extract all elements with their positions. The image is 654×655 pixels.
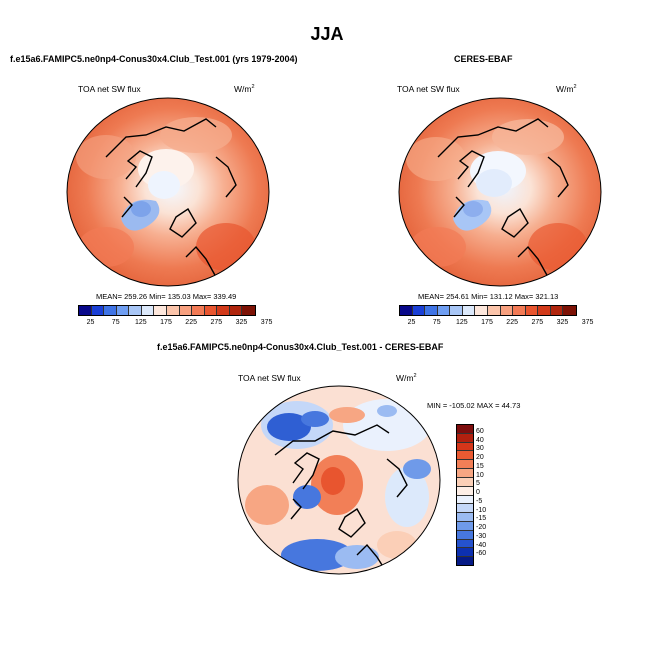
colorbar-tick-label: 275	[210, 319, 223, 326]
colorbar-cell	[457, 495, 473, 505]
polar-map-diff	[237, 385, 441, 575]
colorbar-cell	[104, 306, 117, 315]
colorbar-tick-label: 25	[86, 319, 95, 326]
colorbar-tick-label: 325	[235, 319, 248, 326]
colorbar-tick-label: 375	[260, 319, 273, 326]
colorbar-cell	[141, 306, 155, 315]
colorbar-cell	[79, 306, 92, 315]
colorbar-tick-label: 30	[476, 445, 484, 453]
colorbar-cell	[457, 513, 473, 522]
colorbar-tick-label: -20	[476, 524, 487, 531]
colorbar-cell	[457, 425, 473, 434]
colorbar-cell	[166, 306, 180, 315]
colorbar-obs	[399, 305, 577, 316]
colorbar-tick-label: -30	[476, 532, 487, 540]
colorbar-cell	[91, 306, 105, 315]
colorbar-cell	[500, 306, 514, 315]
colorbar-obs-ticks: 25 75 125 175 225 275 325 375	[399, 319, 594, 329]
colorbar-cell	[462, 306, 476, 315]
units-label-obs: W/m2	[556, 84, 577, 94]
colorbar-cell	[563, 306, 576, 315]
colorbar-tick-label: 0	[476, 489, 480, 496]
colorbar-tick-label: 225	[185, 319, 197, 326]
colorbar-diff	[456, 424, 474, 566]
colorbar-cell	[550, 306, 564, 315]
colorbar-tick-label: 175	[481, 319, 493, 326]
colorbar-tick-label: 375	[581, 319, 594, 326]
colorbar-cell	[457, 486, 473, 496]
colorbar-cell	[513, 306, 526, 315]
colorbar-cell	[412, 306, 426, 315]
colorbar-tick-label: 175	[160, 319, 172, 326]
colorbar-cell	[400, 306, 413, 315]
units-label-diff: W/m2	[396, 373, 417, 383]
colorbar-cell	[538, 306, 551, 315]
units-label-model: W/m2	[234, 84, 255, 94]
colorbar-cell	[129, 306, 142, 315]
page-title: JJA	[310, 24, 344, 44]
colorbar-tick-label: 125	[135, 319, 147, 326]
colorbar-cell	[229, 306, 243, 315]
colorbar-tick-label: -10	[476, 506, 487, 514]
colorbar-diff-ticks: 60 40 30 20 15 10 5 0 -5 -10 -15 -20 -30 -40 -60	[476, 424, 506, 564]
colorbar-cell	[437, 306, 451, 315]
colorbar-cell	[457, 469, 473, 478]
colorbar-cell	[525, 306, 539, 315]
colorbar-tick-label: 60	[476, 427, 484, 435]
panel-title-diff: f.e15a6.FAMIPC5.ne0np4-Conus30x4.Club_Te…	[157, 342, 444, 352]
colorbar-cell	[242, 306, 255, 315]
colorbar-tick-label: 25	[407, 319, 416, 326]
polar-map-obs	[398, 97, 602, 287]
colorbar-cell	[475, 306, 488, 315]
colorbar-cell	[457, 442, 473, 452]
colorbar-cell	[487, 306, 501, 315]
panel-title-model: f.e15a6.FAMIPC5.ne0np4-Conus30x4.Club_Te…	[10, 54, 298, 64]
colorbar-model-ticks: 25 75 125 175 225 275 325 375	[78, 319, 273, 329]
polar-map-model	[66, 97, 270, 287]
colorbar-cell	[457, 477, 473, 487]
colorbar-cell	[457, 557, 473, 565]
panel-title-obs: CERES-EBAF	[454, 54, 513, 64]
colorbar-tick-label: 15	[476, 462, 484, 470]
colorbar-cell	[457, 548, 473, 558]
colorbar-tick-label: 20	[476, 454, 484, 461]
colorbar-cell	[217, 306, 230, 315]
colorbar-cell	[457, 451, 473, 461]
colorbar-tick-label: -40	[476, 541, 487, 549]
colorbar-cell	[457, 433, 473, 443]
variable-label-diff: TOA net SW flux	[238, 373, 301, 383]
colorbar-cell	[192, 306, 205, 315]
colorbar-tick-label: -60	[476, 550, 487, 558]
colorbar-tick-label: 75	[111, 319, 120, 326]
colorbar-cell	[179, 306, 193, 315]
variable-label-obs: TOA net SW flux	[397, 84, 460, 94]
stats-model: MEAN= 259.26 Min= 135.03 Max= 339.49	[96, 292, 237, 301]
stats-diff: MIN = -105.02 MAX = 44.73	[427, 401, 521, 410]
colorbar-cell	[457, 504, 473, 514]
colorbar-tick-label: 10	[476, 471, 484, 479]
colorbar-tick-label: 225	[506, 319, 518, 326]
colorbar-cell	[425, 306, 438, 315]
colorbar-cell	[204, 306, 218, 315]
colorbar-cell	[457, 460, 473, 470]
colorbar-cell	[116, 306, 130, 315]
colorbar-tick-label: 75	[432, 319, 441, 326]
colorbar-cell	[450, 306, 463, 315]
colorbar-tick-label: -15	[476, 515, 487, 523]
colorbar-tick-label: 40	[476, 436, 484, 444]
colorbar-cell	[457, 539, 473, 549]
colorbar-tick-label: -5	[476, 497, 483, 505]
colorbar-cell	[154, 306, 167, 315]
colorbar-tick-label: 125	[456, 319, 468, 326]
colorbar-tick-label: 5	[476, 480, 480, 488]
colorbar-tick-label: 275	[531, 319, 544, 326]
colorbar-tick-label: 325	[556, 319, 569, 326]
stats-obs: MEAN= 254.61 Min= 131.12 Max= 321.13	[418, 292, 559, 301]
colorbar-cell	[457, 521, 473, 531]
colorbar-cell	[457, 530, 473, 540]
variable-label-model: TOA net SW flux	[78, 84, 141, 94]
colorbar-model	[78, 305, 256, 316]
